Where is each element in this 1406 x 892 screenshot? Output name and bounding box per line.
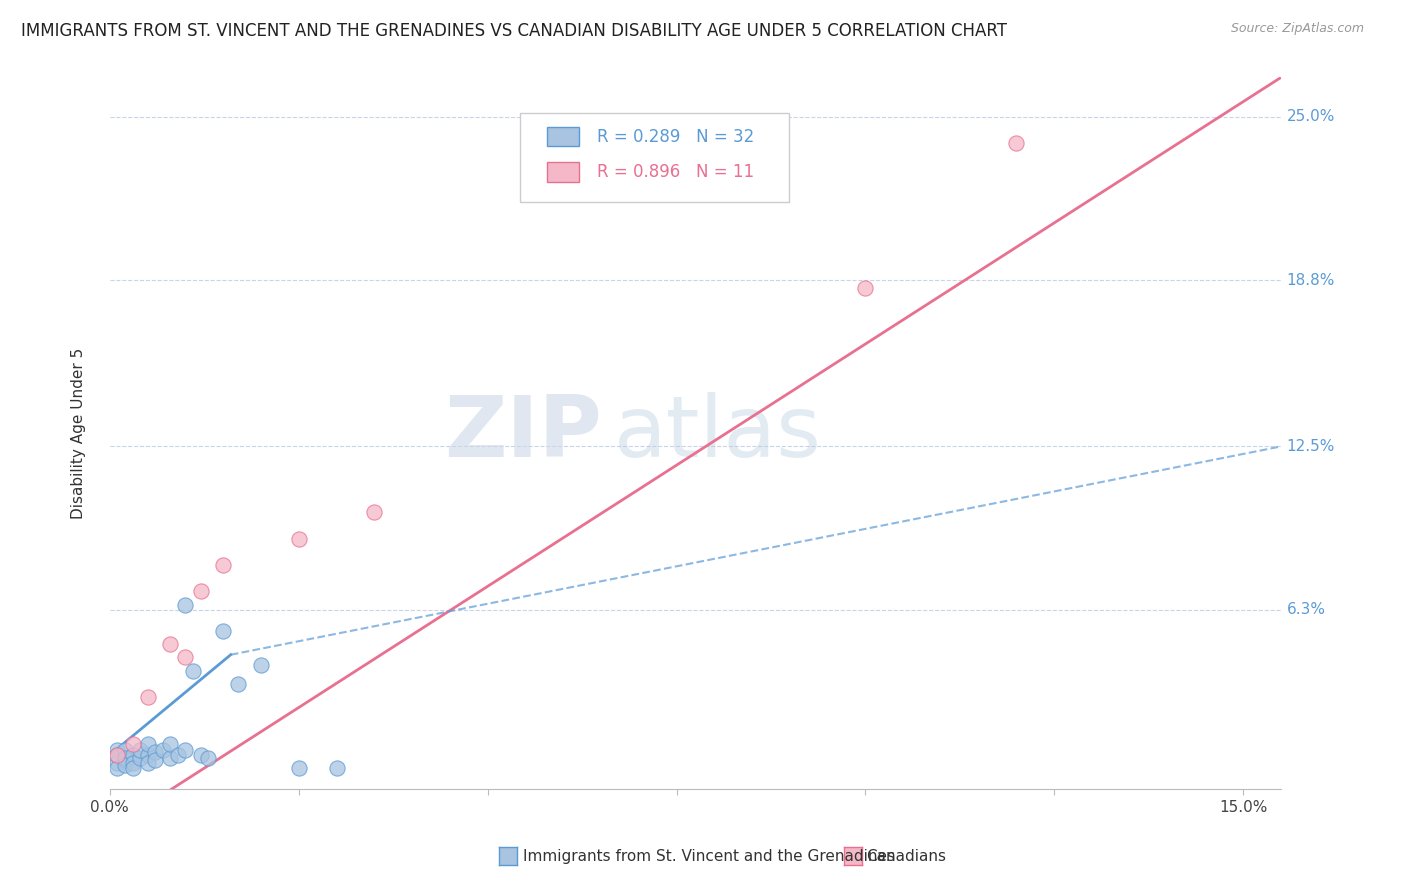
Point bbox=[287, 532, 309, 546]
Point bbox=[174, 742, 197, 756]
Point bbox=[114, 753, 136, 767]
Point bbox=[114, 742, 136, 756]
FancyBboxPatch shape bbox=[520, 113, 789, 202]
Point bbox=[190, 747, 212, 762]
Point bbox=[212, 558, 235, 573]
Point bbox=[174, 650, 197, 665]
Point bbox=[212, 624, 235, 638]
Text: IMMIGRANTS FROM ST. VINCENT AND THE GRENADINES VS CANADIAN DISABILITY AGE UNDER : IMMIGRANTS FROM ST. VINCENT AND THE GREN… bbox=[21, 22, 1007, 40]
Point bbox=[325, 761, 347, 775]
Point bbox=[107, 747, 129, 762]
FancyBboxPatch shape bbox=[547, 127, 579, 146]
Point bbox=[121, 761, 143, 775]
Point bbox=[114, 758, 136, 772]
Point bbox=[1005, 136, 1028, 151]
Point bbox=[107, 747, 129, 762]
Text: 25.0%: 25.0% bbox=[1286, 110, 1336, 125]
Point bbox=[250, 658, 273, 673]
Y-axis label: Disability Age Under 5: Disability Age Under 5 bbox=[72, 348, 86, 519]
Point bbox=[166, 747, 188, 762]
Point bbox=[136, 690, 159, 704]
Text: R = 0.896   N = 11: R = 0.896 N = 11 bbox=[598, 163, 754, 181]
Point bbox=[159, 737, 181, 751]
Point bbox=[181, 664, 204, 678]
Point bbox=[136, 737, 159, 751]
Point bbox=[287, 761, 309, 775]
Point bbox=[159, 750, 181, 764]
Point bbox=[121, 756, 143, 770]
Point bbox=[129, 750, 152, 764]
Text: 18.8%: 18.8% bbox=[1286, 273, 1336, 288]
Point bbox=[174, 598, 197, 612]
Point bbox=[114, 750, 136, 764]
Point bbox=[152, 742, 174, 756]
Point bbox=[853, 281, 876, 295]
Text: ZIP: ZIP bbox=[444, 392, 602, 475]
Point bbox=[136, 756, 159, 770]
Point bbox=[121, 747, 143, 762]
Point bbox=[107, 761, 129, 775]
Text: 6.3%: 6.3% bbox=[1286, 602, 1326, 617]
Point bbox=[107, 756, 129, 770]
Point bbox=[190, 584, 212, 599]
Point bbox=[129, 742, 152, 756]
Text: 12.5%: 12.5% bbox=[1286, 439, 1336, 454]
Point bbox=[363, 505, 385, 519]
Point bbox=[121, 737, 143, 751]
Text: Source: ZipAtlas.com: Source: ZipAtlas.com bbox=[1230, 22, 1364, 36]
Text: Canadians: Canadians bbox=[866, 849, 946, 863]
Text: Immigrants from St. Vincent and the Grenadines: Immigrants from St. Vincent and the Gren… bbox=[523, 849, 896, 863]
Point bbox=[197, 750, 219, 764]
Point bbox=[226, 676, 249, 690]
FancyBboxPatch shape bbox=[547, 162, 579, 182]
Point bbox=[143, 745, 166, 759]
Point bbox=[107, 742, 129, 756]
Text: R = 0.289   N = 32: R = 0.289 N = 32 bbox=[598, 128, 754, 145]
Point bbox=[159, 637, 181, 651]
Point bbox=[136, 747, 159, 762]
Text: atlas: atlas bbox=[613, 392, 821, 475]
Point bbox=[143, 753, 166, 767]
